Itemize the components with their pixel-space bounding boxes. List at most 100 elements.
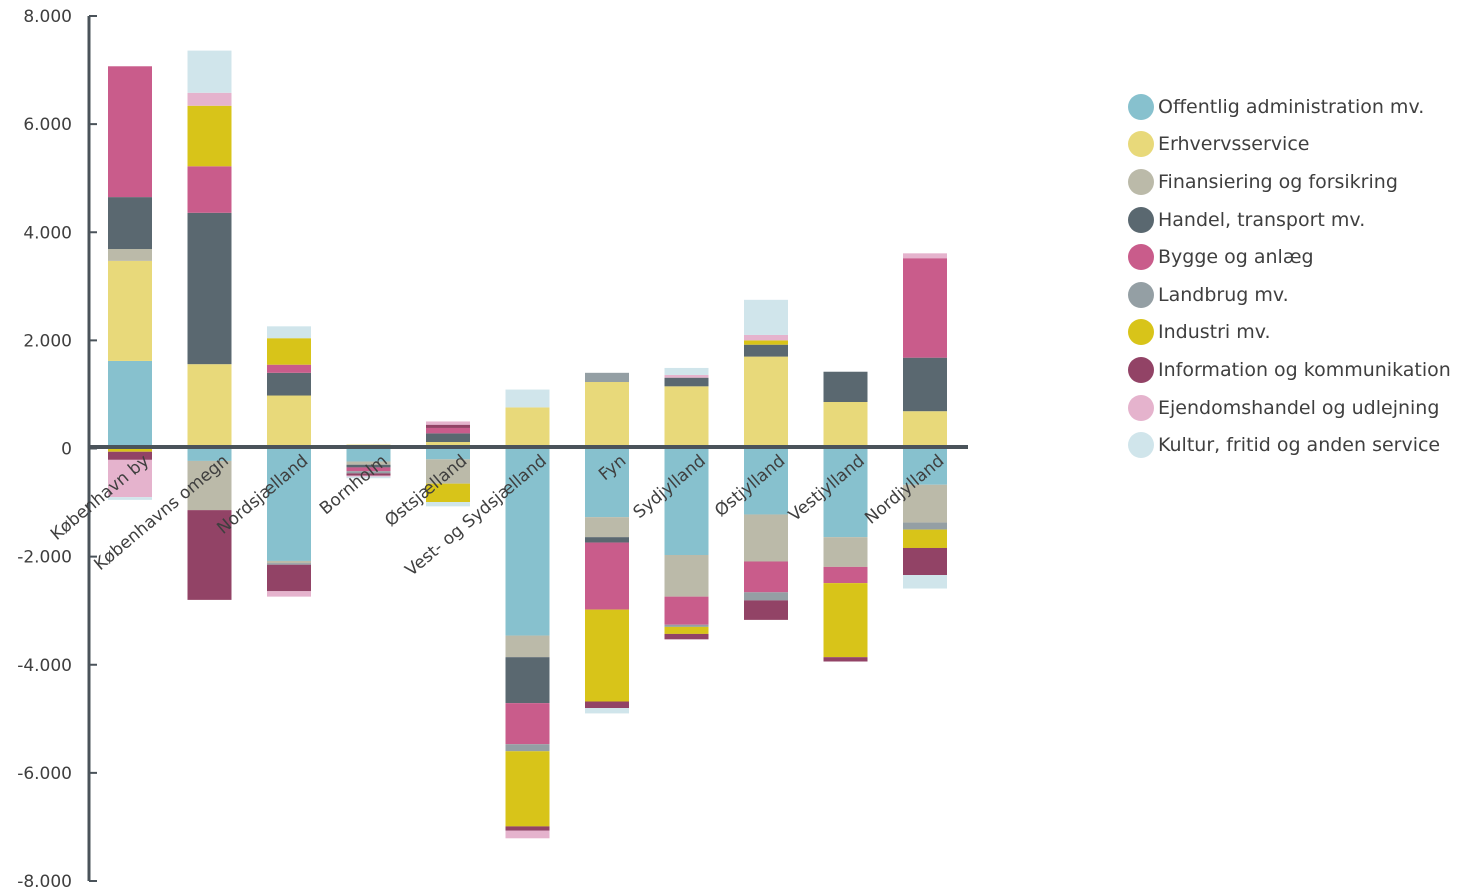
bar-segment — [426, 459, 470, 484]
bar-segment — [267, 372, 311, 396]
bar-segment — [108, 451, 152, 460]
legend-label: Bygge og anlæg — [1158, 246, 1314, 269]
legend-item: Landbrug mv. — [1128, 276, 1451, 314]
bar-segment — [426, 424, 470, 428]
bar-segment — [585, 537, 629, 543]
bar-segment — [903, 253, 947, 259]
legend-label: Kultur, fritid og anden service — [1158, 434, 1441, 457]
legend-swatch — [1128, 281, 1154, 308]
legend-item: Information og kommunikation — [1128, 351, 1451, 389]
legend-item: Industri mv. — [1128, 314, 1451, 352]
legend-label: Finansiering og forsikring — [1158, 170, 1398, 193]
y-tick-label: 0 — [61, 440, 72, 460]
bar-segment — [903, 258, 947, 358]
bar-segment — [823, 566, 868, 584]
bar-segment — [585, 708, 629, 714]
bar-segment — [426, 433, 470, 443]
bar-segment — [585, 517, 629, 538]
bar-segment — [585, 382, 629, 449]
legend-swatch — [1128, 319, 1154, 346]
bar-segment — [664, 367, 709, 375]
legend-swatch — [1128, 432, 1154, 459]
bar-segment — [585, 609, 629, 702]
bar-segment — [267, 338, 311, 365]
bar-segment — [267, 591, 311, 597]
bar-segment — [903, 448, 947, 485]
legend-item: Erhvervsservice — [1128, 126, 1451, 164]
legend-label: Erhvervsservice — [1158, 133, 1310, 156]
bar-segment — [903, 484, 947, 523]
bar-segment — [346, 473, 391, 476]
legend-label: Information og kommunikation — [1158, 358, 1451, 381]
legend-label: Landbrug mv. — [1158, 283, 1289, 306]
bar-segment — [903, 529, 947, 548]
bar-segment — [505, 826, 550, 831]
bar-segment — [744, 600, 788, 620]
bar-segment — [823, 448, 868, 538]
bar-segment — [823, 657, 868, 662]
bar-segment — [267, 448, 311, 561]
bar-segment — [744, 448, 788, 515]
bar-segment — [267, 563, 311, 565]
y-tick-label: -6.000 — [17, 764, 72, 784]
bar-segment — [267, 560, 311, 564]
bar-segment — [505, 389, 550, 408]
bar-segment — [664, 386, 709, 449]
bar-segment — [903, 522, 947, 530]
legend-item: Handel, transport mv. — [1128, 201, 1451, 239]
bar-segment — [187, 460, 232, 511]
bar-segment — [505, 703, 550, 745]
bar-segment — [664, 633, 709, 640]
bar-segment — [426, 483, 470, 503]
bar-segment — [346, 476, 391, 479]
bar-segment — [187, 166, 232, 213]
bar-segment — [187, 448, 232, 461]
bar-segment — [744, 340, 788, 345]
bar-segment — [108, 448, 152, 452]
legend-item: Kultur, fritid og anden service — [1128, 426, 1451, 464]
bar-chart: 8.000 6.000 4.000 2.000 0 -2.000 -4.000 -6.000 -… — [17, 7, 968, 890]
bar-segment — [664, 374, 709, 378]
bar-segment — [903, 575, 947, 589]
bar-segment — [108, 260, 152, 361]
bar-segment — [108, 197, 152, 250]
legend-label: Offentlig administration mv. — [1158, 95, 1425, 118]
legend-label: Ejendomshandel og udlejning — [1158, 396, 1440, 419]
y-tick-label: -8.000 — [17, 872, 72, 890]
y-tick-label: 6.000 — [23, 115, 72, 135]
bar-segment — [505, 657, 550, 704]
bar-segment — [664, 626, 709, 634]
legend-swatch — [1128, 394, 1154, 421]
legend-label: Industri mv. — [1158, 321, 1271, 344]
bar-segment — [744, 334, 788, 341]
bar-segment — [108, 249, 152, 261]
bar-segment — [664, 555, 709, 597]
legend-swatch — [1128, 131, 1154, 158]
bar-segment — [823, 537, 868, 567]
bar-segment — [187, 364, 232, 449]
legend-label: Handel, transport mv. — [1158, 208, 1366, 231]
bar-segment — [346, 461, 391, 465]
bar-segment — [903, 357, 947, 412]
bar-segment — [267, 364, 311, 373]
bar-segment — [267, 326, 311, 339]
bar-segment — [823, 371, 868, 403]
bar-segment — [108, 360, 152, 449]
bar-segment — [744, 561, 788, 593]
legend-swatch — [1128, 93, 1154, 120]
y-tick-label: 8.000 — [23, 7, 72, 27]
bar-segment — [426, 427, 470, 434]
bar-segment — [744, 592, 788, 601]
bar-segment — [744, 299, 788, 335]
bar-segment — [903, 411, 947, 449]
bar-segment — [585, 448, 629, 518]
legend-item: Bygge og anlæg — [1128, 238, 1451, 276]
bar-segment — [346, 475, 391, 477]
bar-segment — [346, 464, 391, 468]
bar-segment — [346, 471, 391, 474]
bar-segment — [108, 497, 152, 500]
legend: Offentlig administration mv. Erhvervsserv… — [1128, 88, 1451, 464]
legend-swatch — [1128, 356, 1154, 383]
bar-segment — [108, 66, 152, 198]
